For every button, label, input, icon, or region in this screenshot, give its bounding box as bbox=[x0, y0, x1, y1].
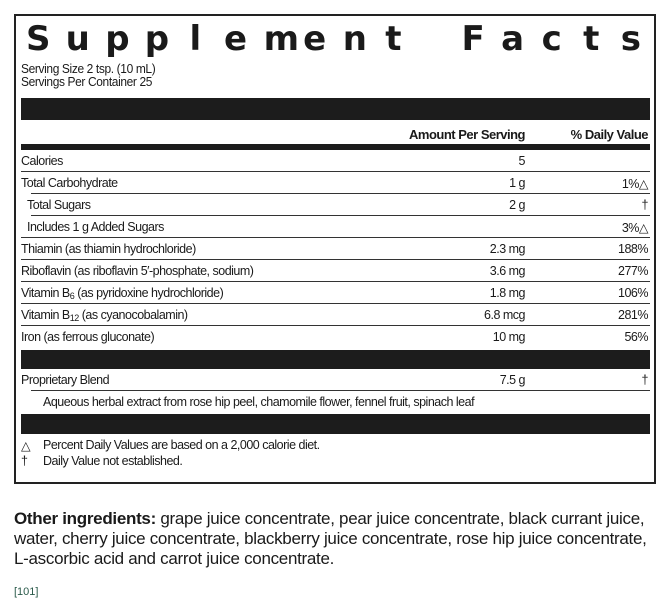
nutrient-amount: 10 mg bbox=[492, 330, 526, 344]
nutrient-dv: † bbox=[641, 198, 649, 212]
divider-bar bbox=[21, 98, 650, 120]
product-code: [101] bbox=[14, 586, 39, 598]
title-letter: p bbox=[105, 19, 130, 59]
footnote-text: Percent Daily Values are based on a 2,00… bbox=[43, 438, 320, 452]
footnote: † Daily Value not established. bbox=[21, 453, 650, 469]
nutrient-amount: 2.3 mg bbox=[489, 242, 526, 256]
nutrient-amount: 1.8 mg bbox=[489, 286, 526, 300]
nutrient-name: Thiamin (as thiamin hydrochloride) bbox=[21, 242, 196, 256]
footnote: △ Percent Daily Values are based on a 2,0… bbox=[21, 437, 650, 453]
nutrient-name: Includes 1 g Added Sugars bbox=[27, 220, 164, 234]
other-ingredients: Other ingredients: grape juice concentra… bbox=[14, 509, 654, 569]
nutrient-name: Total Carbohydrate bbox=[21, 176, 118, 190]
title-letter: n bbox=[342, 19, 367, 59]
nutrient-dv: 281% bbox=[618, 308, 648, 322]
nutrient-amount: 5 bbox=[518, 154, 526, 168]
nutrient-amount: 1 g bbox=[509, 176, 525, 190]
title-letter: t bbox=[583, 19, 600, 59]
triangle-icon: △ bbox=[21, 439, 31, 453]
other-ingredients-label: Other ingredients: bbox=[14, 509, 156, 528]
column-header: Amount Per Serving % Daily Value bbox=[21, 120, 650, 144]
nutrient-dv: 188% bbox=[618, 242, 648, 256]
blend-row: Proprietary Blend 7.5 g † bbox=[21, 369, 650, 391]
name-part: Vitamin B bbox=[21, 286, 70, 300]
table-row: Vitamin B12 (as cyanocobalamin) 6.8 mcg 28… bbox=[21, 304, 650, 326]
subscript: 12 bbox=[69, 313, 80, 323]
table-row: Includes 1 g Added Sugars 3%△ bbox=[21, 216, 650, 238]
subscript: 6 bbox=[69, 291, 75, 301]
blend-dv: † bbox=[641, 373, 649, 387]
title-letter: l bbox=[189, 19, 202, 59]
blend-name: Proprietary Blend bbox=[21, 373, 110, 387]
nutrient-name: Vitamin B12 (as cyanocobalamin) bbox=[21, 308, 188, 323]
nutrient-dv: 56% bbox=[624, 330, 648, 344]
divider-bar bbox=[21, 350, 650, 369]
servings-per-container: Servings Per Container 25 bbox=[21, 74, 153, 89]
nutrient-dv: 277% bbox=[618, 264, 648, 278]
table-row: Total Sugars 2 g † bbox=[21, 194, 650, 216]
title-letter: e bbox=[223, 19, 248, 59]
footnote-text: Daily Value not established. bbox=[43, 454, 183, 468]
title-letter: p bbox=[144, 19, 170, 59]
title-letter: a bbox=[501, 19, 525, 59]
table-row: Total Carbohydrate 1 g 1%△ bbox=[21, 172, 650, 194]
nutrient-amount: 2 g bbox=[509, 198, 525, 212]
table-row: Thiamin (as thiamin hydrochloride) 2.3 mg… bbox=[21, 238, 650, 260]
dagger-icon: † bbox=[21, 454, 28, 468]
nutrient-name: Vitamin B6 (as pyridoxine hydrochloride) bbox=[21, 286, 224, 301]
blend-amount: 7.5 g bbox=[499, 373, 526, 387]
title-letter bbox=[422, 22, 444, 56]
title-letter: m bbox=[263, 19, 299, 59]
nutrient-dv: 1%△ bbox=[621, 177, 649, 191]
table-row: Riboflavin (as riboflavin 5′-phosphate, … bbox=[21, 260, 650, 282]
blend-contents-row: Aqueous herbal extract from rose hip pee… bbox=[21, 391, 650, 414]
name-part: Vitamin B bbox=[21, 308, 70, 322]
title-letter: u bbox=[65, 19, 90, 59]
daily-value-header: % Daily Value bbox=[570, 127, 649, 142]
table-row: Iron (as ferrous gluconate) 10 mg 56% bbox=[21, 326, 650, 348]
title-letter: s bbox=[620, 19, 642, 59]
nutrient-name: Calories bbox=[21, 154, 63, 168]
title-letter: S bbox=[26, 19, 51, 59]
name-part: (as pyridoxine hydrochloride) bbox=[74, 286, 224, 300]
title-letter: F bbox=[461, 19, 485, 59]
amount-header: Amount Per Serving bbox=[409, 127, 525, 142]
other-ingredients-text: grape juice concentrate, pear juice conc… bbox=[14, 509, 647, 568]
nutrient-name: Iron (as ferrous gluconate) bbox=[21, 330, 155, 344]
divider-bar bbox=[21, 414, 650, 434]
title-letter: e bbox=[303, 19, 327, 59]
title-letter: c bbox=[541, 19, 562, 59]
nutrient-amount: 6.8 mcg bbox=[484, 308, 525, 322]
title-letter: t bbox=[385, 19, 402, 59]
table-row: Calories 5 bbox=[21, 150, 650, 172]
serving-size: Serving Size 2 tsp. (10 mL) bbox=[21, 61, 156, 76]
divider-bar bbox=[21, 144, 650, 150]
table-row: Vitamin B6 (as pyridoxine hydrochloride)… bbox=[21, 282, 650, 304]
nutrient-dv: 106% bbox=[618, 286, 648, 300]
nutrient-name: Total Sugars bbox=[27, 198, 91, 212]
blend-contents: Aqueous herbal extract from rose hip pee… bbox=[43, 395, 475, 409]
name-part: (as cyanocobalamin) bbox=[78, 308, 188, 322]
nutrient-amount: 3.6 mg bbox=[489, 264, 526, 278]
nutrient-name: Riboflavin (as riboflavin 5′-phosphate, … bbox=[21, 264, 254, 278]
nutrient-dv: 3%△ bbox=[621, 221, 649, 235]
